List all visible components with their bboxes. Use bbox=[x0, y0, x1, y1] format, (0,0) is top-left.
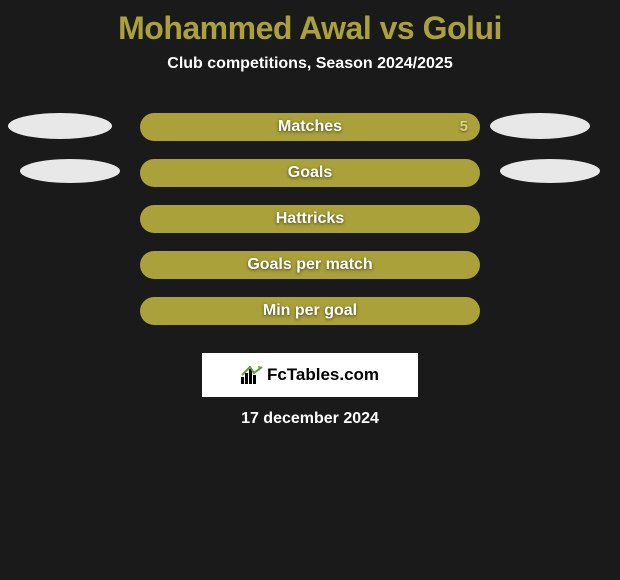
logo-box: FcTables.com bbox=[202, 353, 418, 397]
player-right-marker bbox=[490, 113, 590, 139]
comparison-chart: Matches5 Goals Hattricks Goals per match Min… bbox=[0, 113, 620, 325]
chart-row: Matches5 bbox=[0, 113, 620, 141]
chart-row: Hattricks bbox=[0, 205, 620, 233]
page-title: Mohammed Awal vs Golui bbox=[0, 0, 620, 47]
fctables-logo: FcTables.com bbox=[241, 365, 379, 385]
player-right-marker bbox=[500, 159, 600, 183]
date-text: 17 december 2024 bbox=[0, 410, 620, 428]
stat-label: Goals per match bbox=[140, 251, 480, 279]
subtitle: Club competitions, Season 2024/2025 bbox=[0, 55, 620, 73]
stat-label: Min per goal bbox=[140, 297, 480, 325]
stat-value: 5 bbox=[140, 113, 468, 141]
stat-label: Goals bbox=[140, 159, 480, 187]
chart-row: Goals bbox=[0, 159, 620, 187]
chart-row: Min per goal bbox=[0, 297, 620, 325]
stat-label: Hattricks bbox=[140, 205, 480, 233]
player-left-marker bbox=[20, 159, 120, 183]
chart-bars-icon bbox=[241, 366, 263, 384]
player-left-marker bbox=[8, 113, 112, 139]
logo-text: FcTables.com bbox=[267, 365, 379, 385]
chart-row: Goals per match bbox=[0, 251, 620, 279]
